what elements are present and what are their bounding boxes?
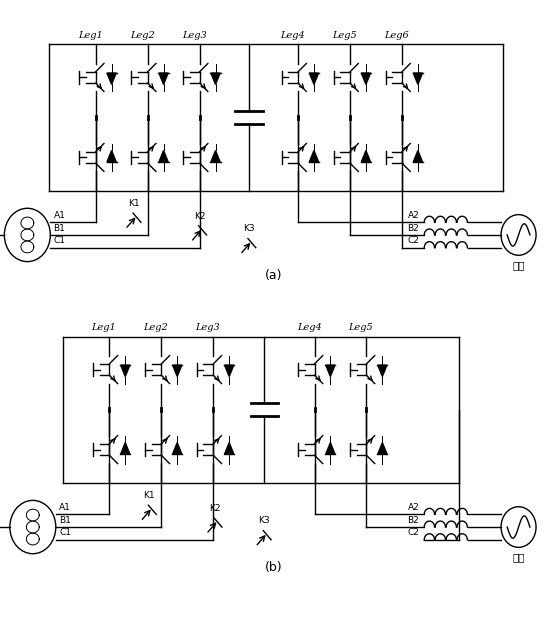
Text: A1: A1 [59, 503, 71, 512]
Text: B2: B2 [408, 516, 419, 525]
Polygon shape [362, 150, 370, 162]
Text: C2: C2 [408, 528, 420, 537]
Polygon shape [159, 150, 168, 162]
Text: Leg2: Leg2 [130, 31, 155, 40]
Text: 电网: 电网 [513, 552, 525, 562]
Polygon shape [173, 443, 182, 454]
Text: Leg5: Leg5 [332, 31, 357, 40]
Text: Leg4: Leg4 [296, 323, 322, 332]
Text: A1: A1 [54, 211, 66, 220]
Text: Leg1: Leg1 [78, 31, 103, 40]
Text: K3: K3 [243, 224, 254, 234]
Polygon shape [211, 73, 220, 84]
Text: C1: C1 [54, 236, 66, 245]
Polygon shape [107, 73, 116, 84]
Text: Leg3: Leg3 [182, 31, 207, 40]
Text: Leg3: Leg3 [195, 323, 220, 332]
Polygon shape [414, 73, 422, 84]
Text: Leg5: Leg5 [348, 323, 374, 332]
Text: A2: A2 [408, 211, 419, 220]
Polygon shape [326, 365, 335, 377]
Text: K2: K2 [209, 504, 220, 513]
Text: K3: K3 [258, 516, 270, 526]
Text: B1: B1 [59, 516, 71, 525]
Text: 电网: 电网 [513, 260, 525, 270]
Text: (b): (b) [265, 561, 282, 575]
Text: C1: C1 [59, 528, 71, 537]
Polygon shape [326, 443, 335, 454]
Text: K1: K1 [143, 491, 155, 500]
Polygon shape [378, 365, 387, 377]
Polygon shape [414, 150, 422, 162]
Text: A2: A2 [408, 503, 419, 512]
Text: C2: C2 [408, 236, 420, 245]
Polygon shape [107, 150, 116, 162]
Polygon shape [362, 73, 370, 84]
Text: K1: K1 [128, 199, 139, 208]
Text: (a): (a) [265, 269, 282, 283]
Polygon shape [211, 150, 220, 162]
Polygon shape [310, 150, 318, 162]
Polygon shape [310, 73, 318, 84]
Text: K2: K2 [194, 211, 205, 221]
Text: Leg6: Leg6 [384, 31, 409, 40]
Text: Leg2: Leg2 [143, 323, 168, 332]
Polygon shape [378, 443, 387, 454]
Polygon shape [173, 365, 182, 377]
Polygon shape [121, 443, 130, 454]
Polygon shape [121, 365, 130, 377]
Text: Leg1: Leg1 [91, 323, 117, 332]
Text: B2: B2 [408, 224, 419, 232]
Polygon shape [225, 365, 234, 377]
Text: Leg4: Leg4 [280, 31, 305, 40]
Polygon shape [225, 443, 234, 454]
Polygon shape [159, 73, 168, 84]
Text: B1: B1 [54, 224, 66, 232]
